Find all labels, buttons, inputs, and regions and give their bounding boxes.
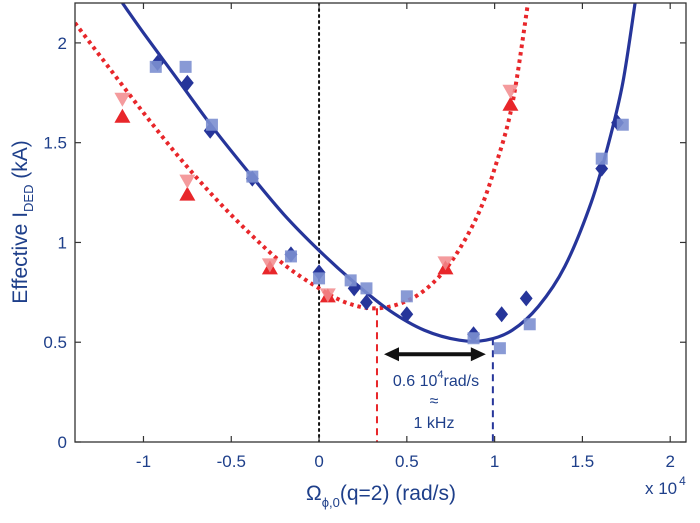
data-point-diamond [519, 290, 533, 307]
data-point-triangle-up [179, 186, 196, 201]
plot-area [75, 3, 637, 442]
y-tick-label: 1.5 [43, 134, 67, 153]
data-point-square [205, 118, 218, 131]
data-point-square [400, 290, 413, 303]
data-point-triangle-down [319, 288, 336, 303]
y-tick-label: 0.5 [43, 333, 67, 352]
arrow-head-left [384, 347, 400, 362]
x-axis-title-main: Ω [306, 482, 322, 505]
data-point-triangle-down [179, 174, 196, 189]
data-point-diamond [360, 294, 373, 311]
annotation-unit: rad/s [444, 373, 480, 390]
data-point-square [493, 342, 506, 355]
y-tick-label: 1 [58, 233, 67, 252]
data-point-triangle-down [261, 258, 278, 273]
x-tick-label: 0 [314, 452, 323, 471]
series-blue-square [149, 60, 629, 355]
series-blue-diamond [151, 54, 624, 343]
data-point-square [467, 332, 480, 345]
annotation-approx: ≈ [430, 393, 439, 410]
y-axis-title-main: Effective I [9, 212, 32, 304]
x-tick-label: 1.5 [571, 452, 595, 471]
data-point-diamond [400, 306, 414, 323]
series-red-triangle-down [114, 84, 519, 303]
data-point-square [149, 60, 162, 73]
data-point-square [523, 318, 536, 331]
data-point-square [344, 274, 357, 287]
x-axis-multiplier: x 10 4 [645, 474, 686, 498]
annotation-value: 0.6 10 [393, 373, 438, 390]
data-point-square [595, 152, 608, 165]
data-point-triangle-up [114, 108, 131, 123]
y-axis-title-sub: DED [21, 185, 36, 212]
y-tick-label: 0 [58, 433, 67, 452]
x-multiplier-text: x 10 [645, 479, 677, 498]
data-point-diamond [180, 74, 194, 91]
data-point-square [313, 272, 326, 285]
x-tick-label: 1 [490, 452, 499, 471]
x-axis-title: Ωϕ,0(q=2) (rad/s) [306, 482, 456, 510]
x-axis-title-sub: ϕ,0 [322, 495, 340, 510]
annotation-exp: 4 [437, 369, 443, 381]
annotation: 0.6 104rad/s ≈ 1 kHz [393, 369, 479, 432]
data-point-triangle-up [502, 96, 519, 111]
y-tick-label: 2 [58, 34, 67, 53]
y-axis-title-rest: (kA) [9, 140, 32, 184]
data-point-square [246, 170, 259, 183]
plot-frame [74, 2, 687, 443]
x-tick-label: 0.5 [395, 452, 419, 471]
data-point-triangle-down [437, 256, 454, 271]
data-point-square [616, 118, 629, 131]
annotation-line1: 0.6 104rad/s [393, 369, 479, 390]
x-multiplier-exp: 4 [679, 474, 686, 488]
data-point-square [179, 60, 192, 73]
annotation-line2: 1 kHz [414, 415, 455, 432]
x-axis-title-rest: (q=2) (rad/s) [340, 482, 456, 505]
plot-content [75, 3, 637, 442]
data-point-triangle-down [502, 84, 519, 99]
x-tick-label: -0.5 [217, 452, 246, 471]
data-point-square [284, 250, 297, 263]
arrow-head-right [470, 347, 486, 362]
blue-fit [121, 3, 637, 344]
red-fit [75, 3, 530, 311]
data-point-triangle-down [114, 92, 131, 107]
x-tick-label: -1 [136, 452, 151, 471]
y-axis-title: Effective IDED (kA) [9, 140, 36, 304]
data-point-square [360, 282, 373, 295]
x-tick-label: 2 [665, 452, 674, 471]
axis-ticks: -1 -0.5 0 0.5 1 1.5 2 0 0.5 1 1.5 2 [43, 3, 686, 471]
data-point-diamond [495, 306, 509, 323]
